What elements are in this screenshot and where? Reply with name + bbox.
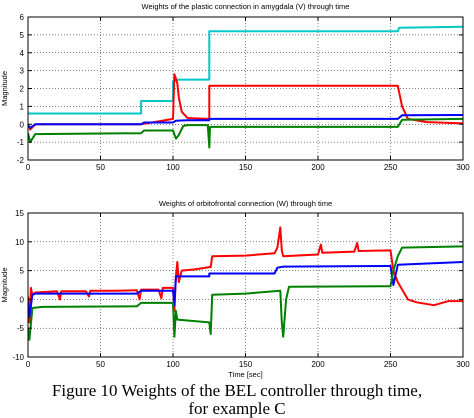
chart-0-ytick-label: 0 <box>20 120 25 129</box>
chart-0-ytick-label: 5 <box>20 31 25 40</box>
chart-1-title: Weights of orbitofrontal connection (W) … <box>159 199 332 208</box>
chart-0-ytick-label: 2 <box>20 85 25 94</box>
chart-0-ytick-label: 4 <box>20 49 25 58</box>
chart-1-ytick-label: 0 <box>20 295 25 304</box>
chart-1-xtick-label: 100 <box>166 360 180 369</box>
chart-0-xtick-label: 200 <box>311 163 325 172</box>
chart-0-title: Weights of the plastic connection in amy… <box>142 2 350 11</box>
chart-1-ytick-label: 15 <box>15 209 24 218</box>
chart-1-xtick-label: 200 <box>311 360 325 369</box>
chart-0-xtick-label: 100 <box>166 163 180 172</box>
chart-1-series-line-0 <box>28 226 463 324</box>
chart-amygdala-weights: 0 50 100 150 200 250 300 -2 -1 0 1 2 3 4 5 6 Weights of … <box>0 2 470 172</box>
chart-0-series-line-3 <box>28 117 463 149</box>
chart-1-ytick-label: -5 <box>17 324 25 333</box>
chart-0-ytick-label: 3 <box>20 67 25 76</box>
figure-caption-line-1: Figure 10 Weights of the BEL controller … <box>51 381 423 400</box>
chart-1-series-line-2 <box>28 245 463 341</box>
chart-0-xtick-label: 50 <box>96 163 105 172</box>
chart-1-ylabel: Magnitude <box>0 267 9 302</box>
chart-1-xtick-label: 50 <box>96 360 105 369</box>
chart-1-xtick-label: 250 <box>384 360 398 369</box>
chart-1-xtick-label: 150 <box>239 360 253 369</box>
chart-0-xtick-label: 250 <box>384 163 398 172</box>
chart-1-series-line-1 <box>28 261 463 318</box>
figure-caption-line-2: for example C <box>188 399 286 418</box>
chart-0-series-line-2 <box>28 114 463 129</box>
chart-1-xtick-label: 0 <box>26 360 31 369</box>
chart-0-series-line-0 <box>28 25 463 115</box>
chart-1-ytick-label: 5 <box>20 267 25 276</box>
chart-1-xlabel: Time [sec] <box>228 370 262 379</box>
chart-0-ytick-label: -2 <box>17 156 25 165</box>
chart-0-xtick-label: 150 <box>239 163 253 172</box>
chart-0-ylabel: Magnitude <box>0 71 9 106</box>
chart-orbitofrontal-weights: 0 50 100 150 200 250 300 -10 -5 0 5 10 15 Weights of … <box>0 199 470 379</box>
chart-0-xtick-label: 0 <box>26 163 31 172</box>
chart-0-ytick-label: -1 <box>17 138 25 147</box>
chart-1-ytick-label: -10 <box>12 353 24 362</box>
chart-0-ytick-label: 1 <box>20 102 25 111</box>
chart-1-xtick-label: 300 <box>456 360 470 369</box>
chart-0-xtick-label: 300 <box>456 163 470 172</box>
chart-0-ytick-label: 6 <box>20 13 25 22</box>
chart-1-ytick-label: 10 <box>15 238 24 247</box>
